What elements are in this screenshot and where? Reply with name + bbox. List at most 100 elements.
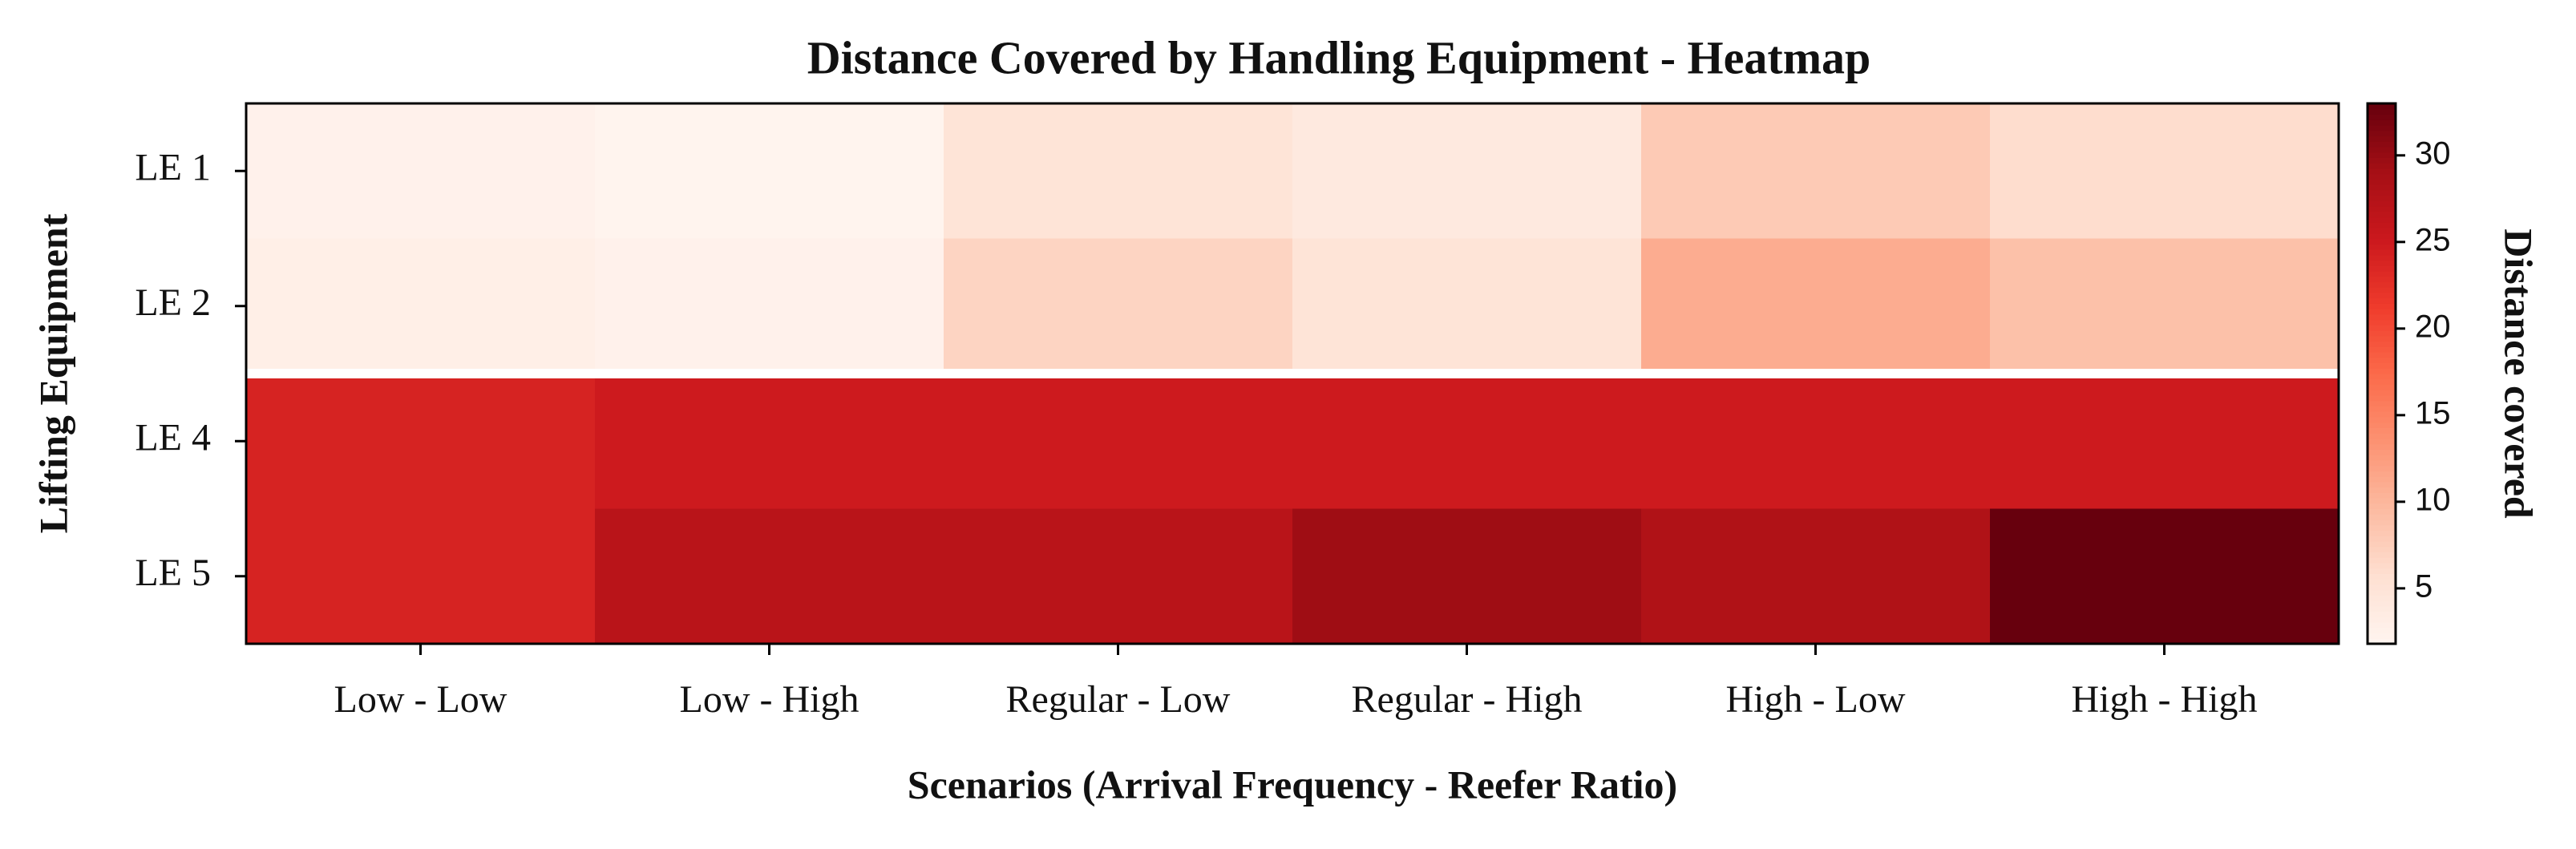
colorbar-segment	[2368, 232, 2396, 240]
x-tick-label: Regular - Low	[1006, 678, 1231, 721]
heatmap-cell	[1641, 238, 1991, 374]
heatmap-cell	[1292, 374, 1642, 509]
colorbar-segment	[2368, 303, 2396, 309]
colorbar-segment	[2368, 589, 2396, 596]
colorbar-segment	[2368, 114, 2396, 120]
heatmap-cell	[246, 238, 596, 374]
colorbar-segment	[2368, 633, 2396, 639]
colorbar-segment	[2368, 244, 2396, 250]
heatmap-cell	[1292, 508, 1642, 645]
colorbar-tick-label: 5	[2415, 568, 2432, 604]
colorbar-segment	[2368, 157, 2396, 164]
colorbar-segment	[2368, 146, 2396, 153]
colorbar-segment	[2368, 481, 2396, 488]
colorbar-segment	[2368, 459, 2396, 467]
heatmap-cell	[1292, 103, 1642, 239]
heatmap-cell	[1641, 103, 1991, 239]
y-tick-label: LE 5	[135, 552, 211, 594]
colorbar-segment	[2368, 627, 2396, 634]
colorbar-segment	[2368, 319, 2396, 325]
heatmap-cell	[944, 508, 1293, 645]
colorbar-segment	[2368, 184, 2396, 191]
heatmap-cell	[1990, 374, 2339, 509]
colorbar-segment	[2368, 189, 2396, 196]
colorbar-segment	[2368, 200, 2396, 207]
colorbar-segment	[2368, 422, 2396, 428]
colorbar-segment	[2368, 374, 2396, 380]
colorbar-segment	[2368, 394, 2396, 402]
heatmap-cell	[595, 374, 944, 509]
x-tick-label: High - Low	[1726, 678, 1906, 721]
colorbar-segment	[2368, 519, 2396, 526]
x-tick-label: Low - High	[680, 678, 859, 721]
colorbar-segment	[2368, 546, 2396, 553]
colorbar-segment	[2368, 579, 2396, 585]
heatmap-cell	[1641, 508, 1991, 645]
colorbar-segment	[2368, 130, 2396, 137]
x-tick-label: Low - Low	[334, 678, 508, 721]
colorbar-segment	[2368, 135, 2396, 142]
colorbar-tick-label: 25	[2415, 222, 2451, 257]
heatmap-cell	[1292, 238, 1642, 374]
colorbar-label: Distance covered	[2497, 228, 2542, 519]
colorbar-segment	[2368, 416, 2396, 423]
colorbar-segment	[2368, 368, 2396, 374]
colorbar-segment	[2368, 216, 2396, 223]
colorbar-segment	[2368, 330, 2396, 337]
colorbar-segment	[2368, 168, 2396, 175]
heatmap-cell	[944, 238, 1293, 374]
colorbar-segment	[2368, 206, 2396, 212]
colorbar-segment	[2368, 406, 2396, 412]
y-tick-label: LE 2	[135, 281, 211, 324]
colorbar-segment	[2368, 254, 2396, 261]
colorbar-segment	[2368, 443, 2396, 450]
colorbar-segment	[2368, 617, 2396, 623]
heatmap-cell	[1990, 238, 2339, 374]
colorbar-segment	[2368, 287, 2396, 293]
colorbar-segment	[2368, 108, 2396, 115]
heatmap-cell	[944, 374, 1293, 509]
colorbar-segment	[2368, 600, 2396, 607]
x-axis-label: Scenarios (Arrival Frequency - Reefer Ra…	[908, 762, 1677, 807]
colorbar-segment	[2368, 270, 2396, 277]
colorbar-segment	[2368, 562, 2396, 569]
colorbar-segment	[2368, 557, 2396, 564]
colorbar-segment	[2368, 471, 2396, 477]
colorbar-segment	[2368, 124, 2396, 131]
plot-frame	[245, 102, 2340, 645]
x-tick-label: High - High	[2072, 678, 2258, 721]
colorbar-segment	[2368, 503, 2396, 510]
heatmap-cell	[1990, 103, 2339, 239]
colorbar-segment	[2368, 341, 2396, 347]
y-tick-label: LE 1	[135, 146, 211, 188]
colorbar-segment	[2368, 309, 2396, 315]
colorbar-segment	[2368, 465, 2396, 471]
colorbar-segment	[2368, 281, 2396, 288]
colorbar-segment	[2368, 297, 2396, 304]
colorbar-segment	[2368, 346, 2396, 353]
heatmap-cell	[1990, 508, 2339, 645]
colorbar-segment	[2368, 390, 2396, 396]
colorbar-segment	[2368, 540, 2396, 548]
colorbar-segment	[2368, 438, 2396, 445]
colorbar-tick-label: 30	[2415, 135, 2451, 171]
colorbar-segment	[2368, 228, 2396, 234]
colorbar-segment	[2368, 378, 2396, 386]
colorbar-segment	[2368, 260, 2396, 266]
colorbar-segment	[2368, 427, 2396, 434]
heatmap-cell	[595, 238, 944, 374]
colorbar-tick-label: 15	[2415, 395, 2451, 431]
colorbar-segment	[2368, 552, 2396, 558]
colorbar-segment	[2368, 313, 2396, 321]
colorbar-segment	[2368, 530, 2396, 536]
colorbar-segment	[2368, 498, 2396, 504]
colorbar-segment	[2368, 622, 2396, 629]
colorbar-segment	[2368, 325, 2396, 331]
chart-title: Distance Covered by Handling Equipment -…	[807, 31, 1871, 83]
colorbar-frame	[2366, 102, 2397, 645]
colorbar-segment	[2368, 357, 2396, 364]
colorbar-segment	[2368, 335, 2396, 342]
colorbar-segment	[2368, 400, 2396, 407]
colorbar-segment	[2368, 433, 2396, 439]
colorbar-segment	[2368, 449, 2396, 455]
